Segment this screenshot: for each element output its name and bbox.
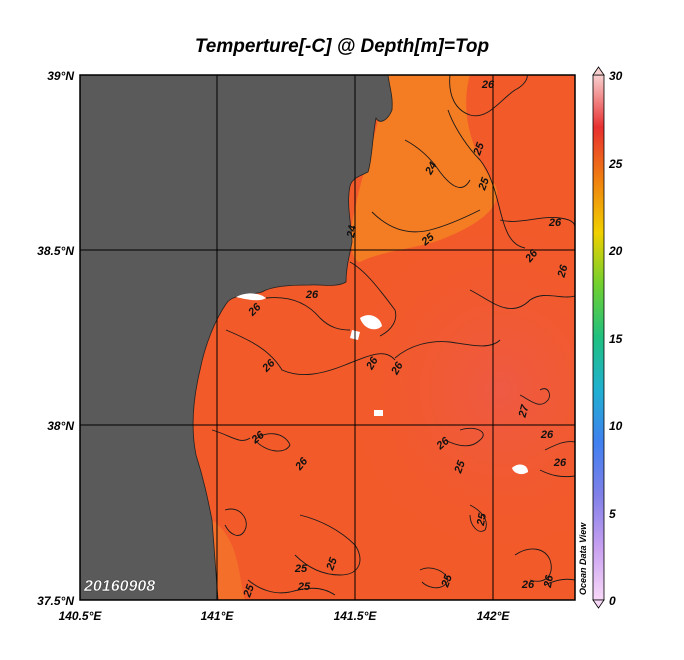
cool-water-region-south: [212, 520, 245, 600]
lat-tick: 38°N: [47, 419, 74, 433]
contour-label: 26: [521, 579, 535, 591]
latitude-ticks: 39°N 38.5°N 38°N 37.5°N: [37, 69, 74, 608]
contour-label: 26: [542, 574, 556, 590]
contour-label: 25: [439, 572, 455, 589]
colorbar-bottom-arrow: [592, 599, 605, 609]
contour-label: 25: [476, 175, 492, 192]
lat-tick: 38.5°N: [37, 244, 74, 258]
contour-label: 26: [553, 457, 567, 469]
map-frame: [79, 74, 576, 601]
contour-label: 26: [540, 429, 554, 441]
contour-label: 25: [452, 458, 468, 475]
date-stamp: 20160908: [83, 578, 155, 595]
contour-label: 25: [471, 140, 487, 157]
colorbar: 30 25 20 15 10 5 0: [592, 66, 623, 609]
colorbar-top-arrow: [592, 66, 605, 76]
colorbar-tick: 25: [608, 157, 623, 171]
lon-tick: 142°E: [477, 609, 511, 623]
contour-label: 25: [297, 581, 311, 593]
contour-label: 26: [548, 217, 562, 229]
graticule: [80, 75, 575, 600]
colorbar-tick: 15: [609, 332, 623, 346]
contour-label: 25: [324, 555, 340, 572]
watermark: Ocean Data View: [578, 522, 588, 595]
longitude-ticks: 140.5°E 141°E 141.5°E 142°E: [59, 609, 511, 623]
lon-tick: 141.5°E: [334, 609, 378, 623]
island-gap: [374, 410, 383, 416]
lon-tick: 140.5°E: [59, 609, 103, 623]
lon-tick: 141°E: [201, 609, 235, 623]
land-mass: [80, 75, 393, 600]
contour-lines: [211, 75, 575, 596]
contour-label: 26: [555, 263, 570, 280]
contour-label: 24: [423, 160, 440, 177]
contour-label: 25: [294, 563, 308, 575]
colorbar-tick: 30: [609, 69, 623, 83]
contour-label: 26: [481, 79, 495, 91]
colorbar-gradient: [592, 74, 605, 601]
contour-label: 25: [241, 582, 257, 599]
lat-tick: 39°N: [47, 69, 74, 83]
colorbar-tick: 20: [608, 244, 623, 258]
map-area: [80, 75, 575, 600]
coastal-gap: [360, 315, 382, 330]
colorbar-tick: 0: [609, 594, 616, 608]
lat-tick: 37.5°N: [37, 594, 74, 608]
colorbar-ticks: 30 25 20 15 10 5 0: [608, 69, 623, 608]
coastal-gap: [236, 293, 266, 301]
colorbar-tick: 10: [609, 419, 623, 433]
colorbar-tick: 5: [609, 507, 616, 521]
contour-label: 27: [516, 403, 531, 420]
map-title: Temperture[-C] @ Depth[m]=Top: [194, 36, 490, 57]
cool-water-region: [350, 75, 498, 262]
contour-label: 26: [305, 289, 319, 301]
contour-label: 25: [475, 512, 489, 528]
contour-label: 24: [345, 224, 359, 239]
island-gap: [512, 464, 528, 475]
